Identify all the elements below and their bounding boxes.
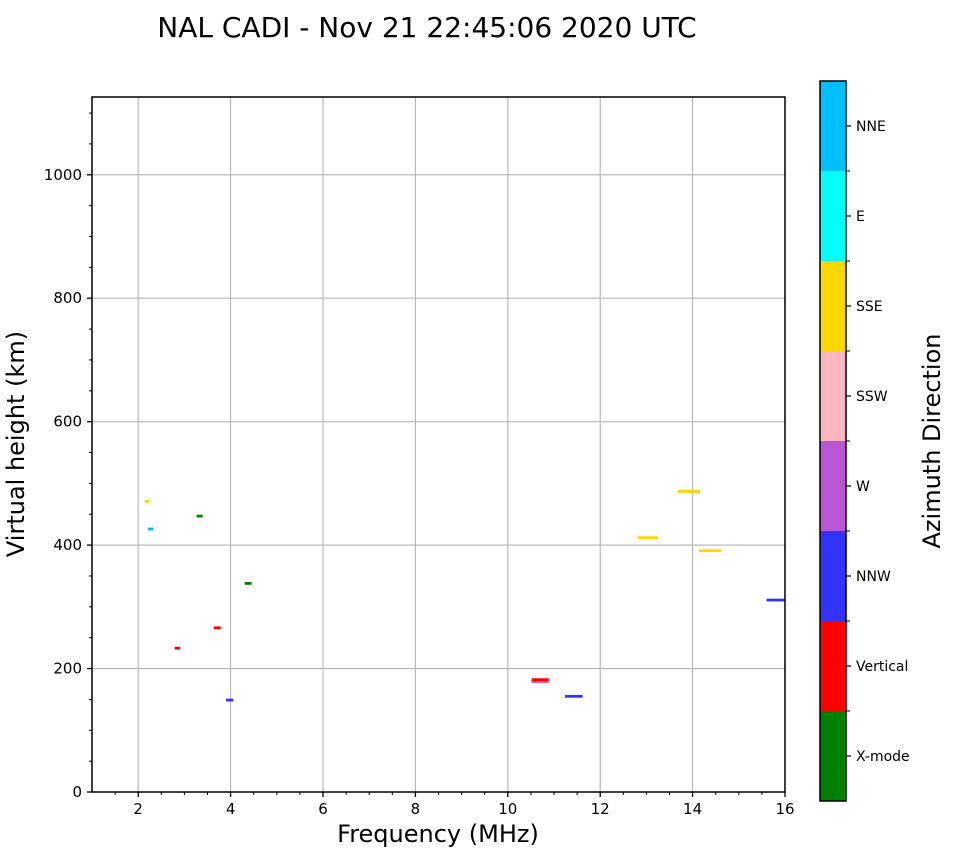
gridline-layer: [92, 97, 786, 792]
colorbar-segment-e: [820, 171, 846, 261]
colorbar-axis-label: Azimuth Direction: [918, 334, 946, 549]
data-point-sse: [677, 490, 700, 493]
colorbar-label-nnw: NNW: [856, 569, 891, 585]
data-point-nnw: [225, 698, 234, 702]
colorbar-label-sse: SSE: [856, 299, 883, 315]
colorbar-label-vertical: Vertical: [856, 659, 908, 675]
data-point-nne: [147, 527, 154, 531]
data-point-sse: [637, 536, 658, 540]
y-tick-label: 1000: [44, 166, 82, 184]
data-point-nnw: [766, 598, 785, 602]
colorbar-label-nne: NNE: [856, 119, 886, 135]
data-point-vertical: [213, 626, 221, 630]
data-point-sse: [144, 499, 150, 503]
y-tick-label: 800: [53, 289, 82, 307]
y-tick-label: 600: [53, 413, 82, 431]
plot-border: [91, 96, 786, 793]
y-tick-label: 0: [72, 783, 82, 801]
x-tick-label: 4: [226, 800, 236, 818]
data-point-x-mode: [196, 514, 203, 518]
colorbar-segment-w: [820, 441, 846, 531]
x-tick-label: 12: [591, 800, 610, 818]
x-tick-label: 16: [775, 800, 794, 818]
colorbar-segment-vertical: [820, 621, 846, 711]
colorbar-label-x-mode: X-mode: [856, 749, 910, 765]
data-point-vertical: [531, 678, 549, 682]
data-point-x-mode: [244, 581, 252, 585]
axes-layer: 2 4 6 8 10 12 14 16 0 200 400 600 800 1000: [44, 96, 795, 818]
colorbar-layer: NNE E SSE SSW W NNW Vertical X-mode: [819, 80, 910, 802]
y-tick-label: 400: [53, 536, 82, 554]
chart-title: NAL CADI - Nov 21 22:45:06 2020 UTC: [157, 11, 696, 44]
y-tick-label: 200: [53, 660, 82, 678]
data-point-w: [531, 680, 549, 683]
x-tick-label: 6: [318, 800, 328, 818]
data-point-layer: [144, 490, 785, 702]
data-point-sse: [699, 549, 722, 553]
colorbar-segment-nne: [820, 81, 846, 171]
colorbar-segment-sse: [820, 261, 846, 351]
x-tick-label: 2: [133, 800, 143, 818]
x-axis-label: Frequency (MHz): [337, 820, 539, 848]
colorbar-label-ssw: SSW: [856, 389, 888, 405]
colorbar-segment-x-mode: [820, 711, 846, 801]
data-point-vertical: [174, 646, 181, 650]
colorbar-segment-nnw: [820, 531, 846, 621]
colorbar-border: [819, 80, 847, 802]
x-tick-label: 10: [498, 800, 517, 818]
x-tick-label: 14: [683, 800, 702, 818]
y-axis-label: Virtual height (km): [2, 331, 30, 557]
colorbar-label-w: W: [856, 479, 870, 495]
x-tick-label: 8: [411, 800, 421, 818]
colorbar-label-e: E: [856, 209, 865, 225]
data-point-nnw: [565, 694, 583, 698]
colorbar-segment-ssw: [820, 351, 846, 441]
